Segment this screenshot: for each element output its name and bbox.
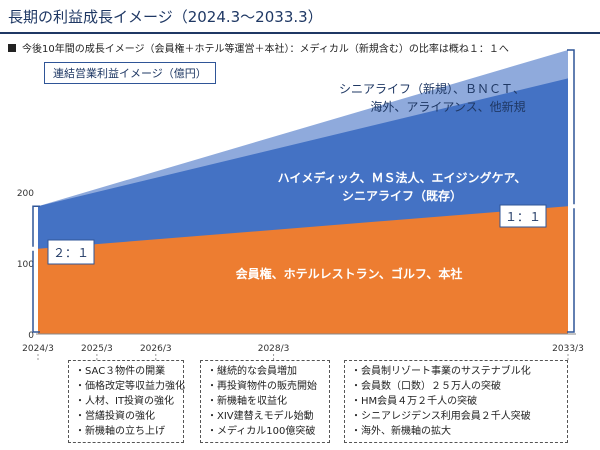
note-item: ・新機軸を収益化	[207, 396, 287, 407]
ratio-end-box	[499, 204, 547, 228]
orange-area-series	[38, 206, 568, 334]
note-item: ・HM会員４万２千人の突破	[351, 396, 478, 407]
note-item: ・メディカル100億突破	[207, 426, 316, 437]
blue-region-label-line1: ハイメディック、ＭＳ法人、エイジングケア、	[278, 170, 527, 185]
note-item: ・人材、IT投資の強化	[75, 396, 175, 407]
title-underline	[0, 32, 600, 34]
y-tick-label: 0	[28, 331, 34, 341]
note-item: ・新機軸の立ち上げ	[75, 426, 165, 437]
note-item: ・営繕投資の強化	[75, 411, 155, 422]
page-title: 長期の利益成長イメージ（2024.3〜2033.3）	[8, 8, 323, 26]
y-tick-label: 100	[17, 260, 34, 270]
square-bullet-icon	[8, 43, 16, 52]
note-item: ・シニアレジデンス利用会員２千人突破	[351, 411, 531, 422]
blue-region-label-line2: シニアライフ（既存）	[342, 188, 462, 203]
y-tick-label: 200	[17, 189, 34, 199]
note-item: ・継続的な会員増加	[207, 366, 297, 377]
x-tick-label: 2026/3	[140, 344, 172, 354]
ratio-start-box	[47, 239, 95, 265]
notes-box-phase2: ・継続的な会員増加 ・再投資物件の販売開始 ・新機軸を収益化 ・XIV建替えモデ…	[200, 360, 330, 443]
x-tick-label: 2025/3	[81, 344, 113, 354]
lightblue-region-label-line2: 海外、アライアンス、他新規	[370, 99, 525, 114]
x-tick-label: 2024/3	[22, 344, 54, 354]
note-item: ・SAC３物件の開業	[75, 366, 166, 377]
notes-box-phase3: ・会員制リゾート事業のサステナブル化 ・会員数（口数）２５万人の突破 ・HM会員…	[344, 360, 568, 443]
note-item: ・XIV建替えモデル始動	[207, 411, 314, 422]
note-item: ・海外、新機軸の拡大	[351, 426, 451, 437]
end-ratio-bracket-top	[567, 49, 575, 205]
start-ratio-bracket-top	[32, 205, 40, 247]
start-ratio-bracket-bottom	[32, 250, 40, 333]
ratio-end-label: １：１	[505, 210, 541, 224]
orange-region-label: 会員権、ホテルレストラン、ゴルフ、本社	[236, 266, 463, 281]
subtitle-text: 今後10年間の成長イメージ（会員権＋ホテル等運営＋本社）：メディカル（新規含む）…	[22, 44, 509, 55]
chart-unit-label: 連結営業利益イメージ（億円）	[44, 62, 216, 84]
ratio-start-label: ２：１	[53, 246, 89, 260]
end-ratio-bracket-bottom	[567, 208, 575, 333]
x-tick-label: 2033/3	[552, 344, 584, 354]
lightblue-region-label-line1: シニアライフ（新規）、ＢＮＣＴ、	[339, 81, 525, 96]
x-tick-label: 2028/3	[258, 344, 290, 354]
note-item: ・価格改定等収益力強化	[75, 381, 185, 392]
note-item: ・会員制リゾート事業のサステナブル化	[351, 366, 531, 377]
note-item: ・再投資物件の販売開始	[207, 381, 317, 392]
note-item: ・会員数（口数）２５万人の突破	[351, 381, 501, 392]
notes-box-phase1: ・SAC３物件の開業 ・価格改定等収益力強化 ・人材、IT投資の強化 ・営繕投資…	[68, 360, 185, 443]
subtitle: 今後10年間の成長イメージ（会員権＋ホテル等運営＋本社）：メディカル（新規含む）…	[8, 40, 509, 55]
